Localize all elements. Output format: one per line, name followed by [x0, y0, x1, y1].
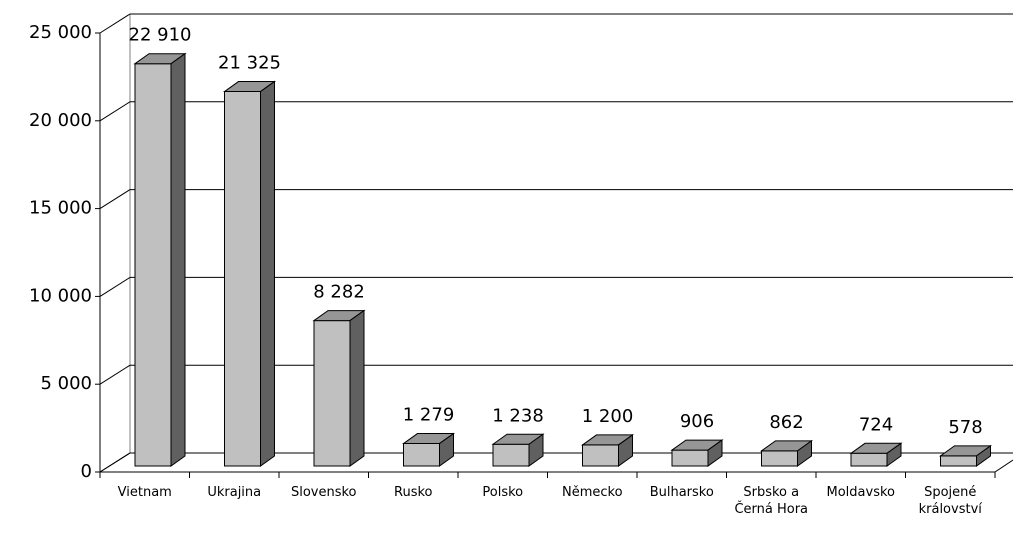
x-tick-label: Srbsko a Černá Hora — [734, 485, 809, 517]
bar — [938, 444, 993, 467]
bar — [670, 439, 724, 467]
value-label: 1 279 — [403, 405, 455, 426]
bar-side — [618, 433, 633, 467]
bar — [849, 442, 903, 467]
y-tick-label: 0 — [81, 461, 92, 482]
bar-front — [313, 320, 351, 467]
y-tick-label: 10 000 — [29, 285, 92, 306]
bar-front — [492, 443, 530, 467]
value-label: 578 — [948, 417, 982, 438]
bar-side — [170, 52, 186, 467]
grid-diagonal — [99, 364, 131, 385]
bar — [759, 439, 814, 467]
bar-front — [671, 449, 709, 467]
value-label: 21 325 — [218, 53, 281, 74]
x-tick-label: Slovensko — [290, 485, 357, 500]
bar-side — [797, 439, 812, 467]
bar — [312, 309, 366, 467]
bar-side — [439, 432, 454, 467]
y-tick-label: 15 000 — [29, 198, 92, 219]
x-tick-label: Německo — [561, 485, 623, 500]
value-label: 862 — [769, 412, 803, 433]
y-tick-label: 20 000 — [29, 110, 92, 131]
bar — [222, 80, 277, 467]
grid-diagonal — [99, 13, 131, 34]
bar-front — [224, 91, 261, 467]
value-label: 1 238 — [492, 405, 544, 426]
bar-front — [850, 452, 888, 467]
grid-diagonal — [99, 101, 131, 122]
bar — [491, 433, 545, 467]
x-tick-label: Bulharsko — [649, 485, 714, 500]
bar-side — [707, 439, 723, 467]
y-tick-label: 5 000 — [40, 373, 92, 394]
bar-side — [260, 80, 275, 467]
bar-side — [349, 309, 365, 467]
x-tick-label: Polsko — [482, 485, 524, 500]
grid-diagonal — [99, 452, 131, 473]
bar-side — [886, 442, 902, 467]
x-tick-label: Ukrajina — [207, 485, 262, 500]
bar — [580, 433, 635, 467]
x-tick-label: Rusko — [394, 485, 433, 500]
x-tick-label: Moldavsko — [826, 485, 896, 500]
bar-side — [976, 444, 991, 467]
grid-diagonal — [99, 276, 131, 297]
bar-side — [528, 433, 544, 467]
bar — [401, 432, 456, 467]
bar-front — [761, 450, 798, 467]
bar-front — [403, 443, 440, 467]
bar-front — [940, 455, 977, 467]
bar — [133, 52, 187, 467]
value-label: 1 200 — [582, 406, 634, 427]
x-tick-label: Vietnam — [117, 485, 172, 500]
bar-front — [134, 63, 172, 467]
value-label: 22 910 — [129, 25, 192, 46]
bar-front — [582, 444, 619, 467]
x-tick-label: Spojené království — [918, 485, 982, 517]
value-label: 724 — [859, 414, 893, 435]
grid-diagonal — [99, 189, 131, 210]
value-label: 906 — [680, 411, 714, 432]
y-tick-label: 25 000 — [29, 22, 92, 43]
value-label: 8 282 — [313, 282, 365, 303]
